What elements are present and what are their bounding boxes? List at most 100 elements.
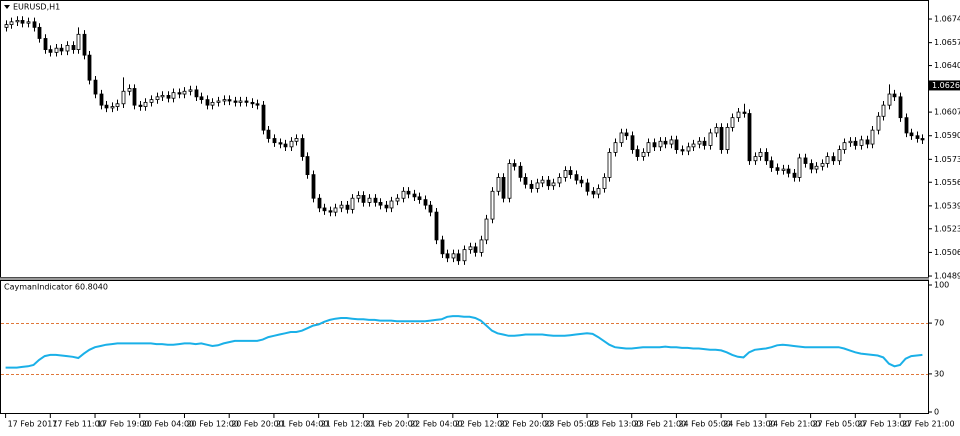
candle-body [171,92,176,99]
symbol-title: EURUSD,H1 [13,3,60,12]
candle-body [188,89,193,92]
candle-body [445,253,450,259]
candle-body [909,132,914,137]
marks: 1.06740 1.06570 1.06405 1.06070 1.05900 1.057… [1,15,960,429]
candle-body [920,138,925,141]
candle-body [222,99,227,102]
candle-body [238,100,243,103]
candle-body [501,176,506,199]
y-tick-label: 1.05060 [934,248,960,257]
y-tick-label: 1.06570 [934,38,960,47]
x-tick-label: 17 Feb 11:00 [52,420,104,429]
candle-body [166,95,171,99]
candle-body [859,139,864,146]
candle-body [272,138,277,144]
menu-arrow[interactable] [4,5,10,9]
candle-body [769,160,774,169]
x-tick-label: 24 Feb 13:00 [723,420,775,429]
candle-body [177,92,182,95]
candle-body [345,204,350,210]
candle-body [579,179,584,184]
y-tick-label: 1.05565 [934,178,960,187]
candle-body [624,132,629,137]
candle-body [831,156,836,162]
candle-body [596,188,601,195]
candle-body [479,239,484,253]
candle-body [132,88,137,106]
candle-body [127,88,132,92]
candle-body [786,168,791,174]
y-tick-label: 1.06070 [934,108,960,117]
y-tick-label: 70 [934,319,944,328]
candle-body [557,176,562,184]
candle-body [714,126,719,134]
x-tick-label: 22 Feb 12:00 [455,420,507,429]
candle-body [9,21,14,25]
candle-body [619,132,624,144]
candle-body [568,170,573,176]
candle-body [417,196,422,201]
candle-body [775,167,780,171]
candle-body [244,100,249,103]
candle-body [551,182,556,187]
candle-body [43,38,48,50]
candle-body [160,95,165,98]
candle-body [607,151,612,178]
candle-body [674,139,679,151]
y-tick-label: 1.05900 [934,131,960,140]
candle-body [887,93,892,106]
panel-separator [0,277,929,281]
y-tick-label: 30 [934,369,944,378]
candle-body [199,96,204,101]
y-tick-label: 1.05395 [934,201,960,210]
candle-body [322,207,327,212]
candle-body [529,183,534,189]
candle-body [110,106,115,109]
candle-body [182,90,187,95]
x-tick-label: 17 Feb 2017 [8,420,58,429]
x-tick-label: 21 Feb 12:00 [321,420,373,429]
x-tick-label: 24 Feb 05:00 [678,420,730,429]
candle-body [261,104,266,131]
candle-body [484,218,489,241]
candle-body [401,190,406,199]
candle-body [32,21,37,28]
candle-body [803,157,808,164]
candle-body [149,99,154,103]
candle-body [535,182,540,189]
candle-body [289,140,294,148]
candle-body [26,21,31,24]
x-tick-label: 20 Feb 04:00 [142,420,194,429]
candle-body [658,140,663,148]
candle-body [742,111,747,114]
candle-body [283,143,288,148]
candle-body [708,132,713,146]
y-tick-label: 0 [934,408,939,417]
candle-body [428,204,433,213]
candle-body [20,20,25,24]
candle-body [339,204,344,209]
candle-body [82,33,87,56]
candle-body [48,49,53,53]
candle-body [361,195,366,203]
candle-body [389,200,394,209]
candle-body [384,204,389,209]
candle-body [725,126,730,151]
candle-body [915,135,920,139]
candle-body [686,146,691,152]
candle-body [406,190,411,195]
candle-body [65,45,70,52]
x-tick-label: 17 Feb 19:00 [97,420,149,429]
candle-body [462,249,467,262]
candle-body [814,165,819,170]
candle-body [456,253,461,262]
candle-body [613,142,618,153]
candle-body [210,101,215,106]
candle-body [468,246,473,251]
candle-body [356,195,361,199]
candle-body [591,190,596,195]
candle-body [523,176,528,185]
